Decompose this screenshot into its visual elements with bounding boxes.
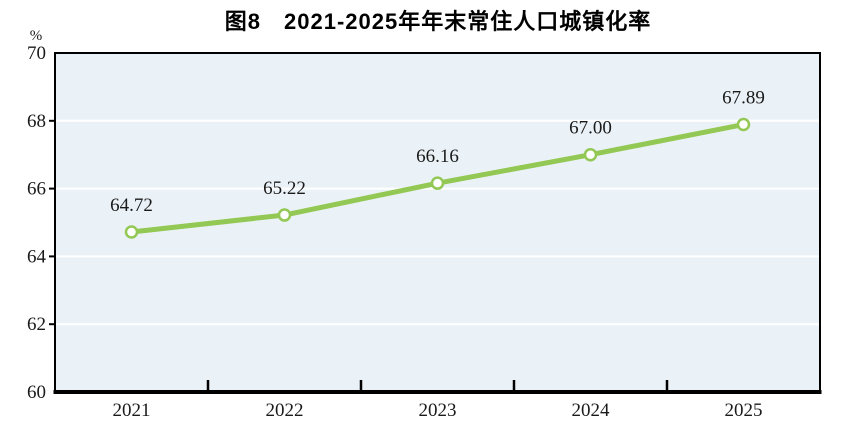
data-point-marker: [430, 176, 445, 190]
data-label: 67.89: [722, 88, 765, 109]
x-tick-label: 2022: [266, 400, 304, 421]
y-tick-label: 64: [27, 246, 47, 267]
y-tick-label: 60: [27, 382, 46, 403]
x-tick-label: 2021: [113, 400, 151, 421]
y-tick-label: 70: [27, 43, 46, 64]
data-label: 64.72: [110, 195, 153, 216]
y-tick-label: 68: [27, 111, 46, 132]
plot-area: [55, 53, 820, 392]
data-point-marker: [277, 208, 292, 222]
x-tick-label: 2024: [572, 400, 611, 421]
x-tick-label: 2023: [419, 400, 457, 421]
chart-title: 图8 2021-2025年年末常住人口城镇化率: [224, 9, 652, 34]
data-point-marker: [583, 147, 598, 162]
y-tick-label: 62: [27, 314, 46, 335]
data-label: 65.22: [263, 178, 306, 199]
y-tick-label: 66: [27, 179, 46, 200]
data-point-marker: [124, 225, 139, 239]
data-label: 66.16: [416, 146, 459, 167]
x-tick-label: 2025: [725, 400, 763, 421]
data-label: 67.00: [569, 118, 612, 139]
y-axis-unit-label: %: [30, 28, 43, 44]
data-point-marker: [736, 117, 751, 132]
